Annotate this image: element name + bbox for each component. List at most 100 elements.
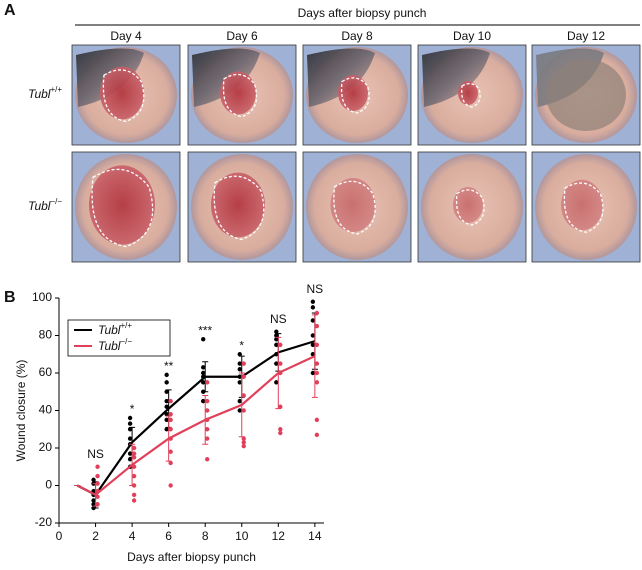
data-point bbox=[241, 374, 246, 379]
data-point bbox=[127, 415, 133, 421]
data-point bbox=[205, 380, 210, 385]
data-point bbox=[237, 408, 242, 413]
wound bbox=[211, 172, 265, 238]
data-point bbox=[205, 427, 210, 432]
wound bbox=[100, 66, 144, 120]
data-point bbox=[168, 427, 173, 432]
wound-outline bbox=[91, 168, 154, 248]
panel-label: B bbox=[4, 289, 16, 306]
data-point bbox=[164, 380, 169, 385]
data-point bbox=[164, 417, 169, 423]
wound-outline bbox=[340, 77, 370, 114]
data-point bbox=[131, 464, 137, 469]
row-label: Tubl−/− bbox=[28, 197, 62, 213]
x-tick-label: 0 bbox=[56, 529, 63, 543]
data-point bbox=[241, 436, 246, 441]
data-point bbox=[201, 398, 206, 404]
scab bbox=[546, 59, 626, 131]
data-point bbox=[310, 333, 316, 338]
data-point bbox=[201, 337, 206, 342]
data-point bbox=[310, 299, 316, 304]
data-point bbox=[237, 352, 242, 357]
data-point bbox=[127, 427, 133, 432]
wound-photo bbox=[187, 44, 297, 146]
significance: ** bbox=[164, 359, 174, 373]
wound-outline bbox=[461, 82, 481, 108]
x-tick-label: 8 bbox=[202, 529, 209, 543]
data-point bbox=[131, 498, 137, 503]
data-point bbox=[201, 370, 206, 376]
data-point bbox=[278, 342, 283, 348]
data-point bbox=[278, 430, 283, 436]
significance: NS bbox=[87, 447, 104, 461]
wound bbox=[89, 165, 155, 245]
data-point bbox=[237, 380, 242, 385]
data-point bbox=[168, 483, 173, 488]
data-point bbox=[241, 440, 246, 445]
data-point bbox=[205, 457, 210, 462]
significance: NS bbox=[307, 282, 324, 296]
data-point bbox=[278, 404, 283, 409]
data-point bbox=[314, 417, 320, 423]
data-point bbox=[164, 389, 169, 394]
data-point bbox=[205, 436, 210, 441]
data-point bbox=[95, 464, 100, 469]
y-axis-label: Wound closure (%) bbox=[14, 360, 28, 462]
wound-outline bbox=[102, 69, 145, 123]
wound-outline bbox=[213, 175, 265, 241]
data-point bbox=[95, 502, 100, 507]
x-tick-label: 4 bbox=[129, 529, 136, 543]
wound-outline bbox=[563, 182, 604, 233]
wound bbox=[338, 75, 368, 111]
x-tick-label: 12 bbox=[272, 529, 286, 543]
data-point bbox=[274, 337, 279, 342]
hair bbox=[307, 48, 375, 107]
data-point bbox=[237, 361, 242, 366]
day-label: Day 4 bbox=[110, 29, 142, 43]
data-point bbox=[278, 427, 283, 432]
day-label: Day 10 bbox=[453, 29, 491, 43]
row-label: Tubl+/+ bbox=[28, 85, 62, 101]
wound-photo bbox=[302, 44, 412, 146]
data-point bbox=[164, 398, 169, 404]
data-point bbox=[95, 473, 100, 479]
data-point bbox=[168, 398, 173, 404]
data-point bbox=[91, 498, 96, 503]
data-point bbox=[241, 408, 246, 413]
data-point bbox=[127, 451, 133, 456]
y-tick-label: -20 bbox=[35, 515, 53, 529]
legend-label: Tubl−/− bbox=[98, 337, 132, 353]
y-tick-label: 100 bbox=[32, 290, 52, 304]
x-tick-label: 14 bbox=[308, 529, 322, 543]
legend-box bbox=[67, 319, 171, 357]
significance: NS bbox=[270, 312, 287, 326]
data-point bbox=[168, 412, 173, 417]
wound-photo bbox=[187, 151, 297, 263]
wound-photo bbox=[302, 151, 412, 263]
data-point bbox=[274, 361, 279, 366]
data-point bbox=[205, 398, 210, 404]
wound-photo bbox=[417, 151, 527, 263]
data-point bbox=[274, 380, 279, 385]
panel-label: A bbox=[4, 2, 16, 19]
data-point bbox=[91, 502, 96, 507]
y-tick-label: 0 bbox=[45, 478, 52, 492]
data-point bbox=[164, 372, 169, 378]
y-tick-label: 80 bbox=[39, 328, 53, 342]
data-point bbox=[310, 305, 316, 310]
wound-outline bbox=[333, 180, 376, 235]
y-tick-label: 60 bbox=[39, 365, 53, 379]
series-line bbox=[76, 355, 316, 497]
data-point bbox=[314, 380, 320, 385]
data-point bbox=[314, 370, 320, 376]
data-point bbox=[168, 460, 173, 466]
legend-label: Tubl+/+ bbox=[98, 321, 132, 337]
data-point bbox=[241, 393, 246, 398]
wound-outline bbox=[455, 189, 485, 226]
data-point bbox=[274, 333, 279, 338]
data-point bbox=[131, 492, 137, 498]
data-point bbox=[131, 445, 137, 451]
x-axis-label: Days after biopsy punch bbox=[127, 550, 256, 564]
